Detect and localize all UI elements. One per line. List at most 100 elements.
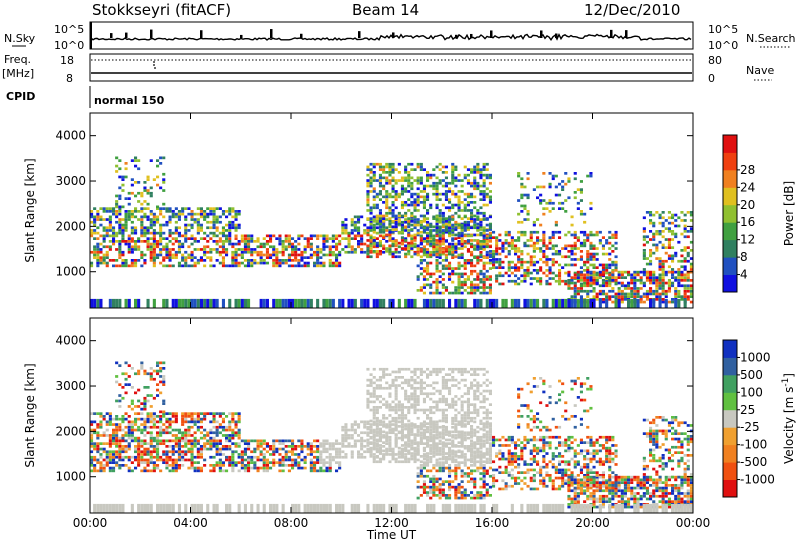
echo-cell [221,226,225,230]
echo-cell [118,212,122,216]
echo-cell [143,240,147,243]
echo-cell [372,414,376,417]
echo-cell [451,248,455,251]
echo-cell [507,241,511,245]
echo-cell [96,461,100,464]
echo-cell [331,234,335,238]
echo-cell [316,245,320,249]
echo-cell [121,434,125,437]
echo-cell [228,461,232,464]
echo-cell [193,455,197,459]
echo-cell [413,403,417,406]
echo-cell [579,255,583,259]
echo-cell [444,206,448,210]
echo-cell [400,220,404,224]
echo-cell [564,233,568,237]
echo-cell [674,235,678,239]
echo-cell [583,273,587,277]
echo-cell [422,286,426,289]
echo-cell [121,417,125,421]
echo-cell [586,239,590,242]
echo-cell [454,255,458,259]
echo-cell [448,206,452,210]
echo-cell [488,195,492,199]
echo-cell [240,240,244,243]
echo-cell [156,256,160,259]
echo-cell [375,255,379,259]
echo-cell [652,235,656,239]
echo-cell [460,242,464,246]
echo-cell [375,422,379,425]
echo-cell [190,464,194,467]
echo-cell [404,190,408,193]
echo-cell [112,242,116,246]
echo-cell [105,253,109,257]
echo-cell [212,231,216,235]
echo-cell [171,237,175,240]
echo-cell [124,445,128,448]
echo-cell [96,259,100,262]
echo-cell [253,464,257,467]
echo-cell [181,436,185,440]
echo-cell [482,211,486,215]
y-axis-label: Slant Range [km] [23,158,37,262]
echo-cell [291,250,295,254]
echo-cell [649,262,653,266]
echo-cell [165,428,169,432]
echo-cell [438,181,442,185]
echo-cell [177,431,181,435]
echo-cell [438,162,442,166]
echo-cell [96,412,100,415]
echo-cell [149,259,153,262]
echo-cell [422,278,426,281]
echo-cell [438,198,442,201]
echo-cell [680,276,684,279]
echo-cell [410,244,414,248]
echo-cell [382,455,386,458]
nsky-spike [555,33,558,38]
echo-cell [422,226,426,230]
echo-cell [221,264,225,268]
echo-cell [419,272,423,276]
echo-cell [218,215,222,219]
echo-cell [90,250,94,254]
echo-cell [149,405,153,408]
echo-cell [137,372,141,376]
echo-cell [115,210,119,213]
echo-cell [649,211,653,214]
echo-cell [488,201,492,204]
echo-cell [435,220,439,223]
echo-cell [394,241,398,245]
echo-cell [96,245,100,249]
echo-cell [218,240,222,243]
echo-cell [645,289,649,293]
echo-cell [115,156,119,160]
echo-cell [96,242,100,246]
echo-cell [536,247,540,250]
echo-cell [438,367,442,371]
echo-cell [400,226,404,230]
near-range-cell [275,298,279,308]
echo-cell [451,173,455,177]
echo-cell [649,289,653,293]
echo-cell [275,261,279,265]
echo-cell [558,230,562,234]
echo-cell [422,397,426,401]
echo-cell [457,215,461,219]
echo-cell [369,229,373,232]
echo-cell [466,179,470,182]
echo-cell [642,227,646,230]
echo-cell [162,231,166,235]
echo-cell [413,411,417,415]
echo-cell [140,250,144,254]
echo-cell [378,449,382,453]
echo-cell [391,240,395,243]
echo-cell [441,252,445,256]
echo-cell [375,237,379,240]
echo-cell [564,279,568,283]
echo-cell [124,226,128,230]
echo-cell [388,428,392,432]
echo-cell [319,248,323,251]
echo-cell [649,219,653,222]
echo-cell [438,220,442,224]
